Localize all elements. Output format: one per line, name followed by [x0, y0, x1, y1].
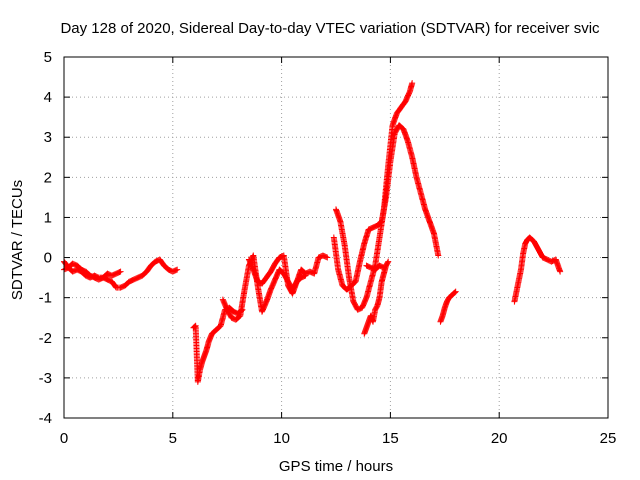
y-tick-label: -1	[39, 290, 52, 307]
series-arc-c	[190, 304, 246, 385]
data-point	[379, 264, 386, 271]
x-tick-label: 0	[60, 430, 68, 447]
y-tick-label: -2	[39, 330, 52, 347]
series-arc-h	[361, 258, 392, 337]
series-arc-e	[245, 252, 331, 297]
axis-ticks: 0 5 10 15 20 25 -4 -3 -2 -1 0 1 2 3 4 5	[39, 49, 617, 447]
data-point	[452, 288, 459, 295]
y-tick-label: 2	[44, 169, 52, 186]
y-tick-label: 0	[44, 250, 52, 267]
data-point	[384, 259, 391, 266]
data-point	[173, 267, 180, 274]
x-tick-label: 10	[273, 430, 290, 447]
series-arc-j	[437, 288, 459, 325]
y-tick-label: 3	[44, 129, 52, 146]
data-point	[324, 254, 331, 261]
x-tick-label: 15	[382, 430, 399, 447]
chart-title: Day 128 of 2020, Sidereal Day-to-day VTE…	[60, 20, 600, 37]
data-point	[385, 258, 392, 265]
x-tick-label: 20	[491, 430, 508, 447]
data-point	[451, 289, 458, 296]
y-tick-label: 4	[44, 89, 52, 106]
y-tick-label: 1	[44, 209, 52, 226]
y-axis-label: SDTVAR / TECUs	[9, 180, 26, 300]
data-points	[61, 80, 564, 385]
series-arc-i	[363, 262, 387, 273]
data-point	[557, 268, 564, 275]
data-point	[174, 266, 181, 273]
y-tick-label: 5	[44, 49, 52, 66]
y-tick-label: -4	[39, 410, 52, 427]
data-point	[409, 80, 416, 87]
data-point	[435, 252, 442, 259]
data-point	[323, 254, 330, 261]
series-arc-g	[330, 122, 442, 293]
x-tick-label: 25	[600, 430, 617, 447]
data-point	[117, 268, 124, 275]
x-axis-label: GPS time / hours	[279, 458, 393, 475]
y-tick-label: -3	[39, 370, 52, 387]
series-arc-k	[511, 234, 564, 305]
plot-frame	[63, 56, 609, 419]
x-tick-label: 5	[169, 430, 177, 447]
data-point	[451, 289, 458, 296]
data-point	[116, 269, 123, 276]
data-point	[380, 264, 387, 271]
series-arc-b	[61, 256, 181, 291]
